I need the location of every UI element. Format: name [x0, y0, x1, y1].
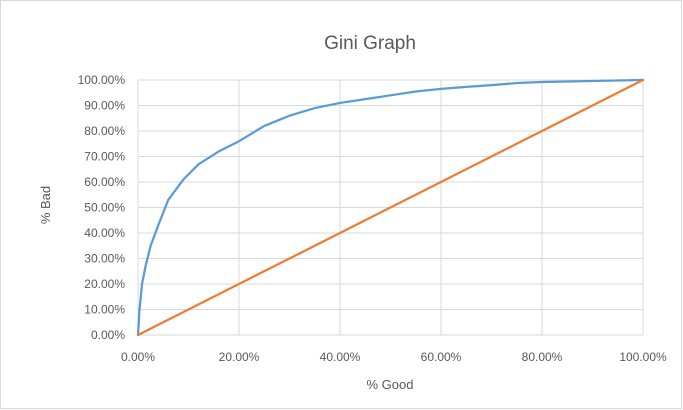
x-tick-label: 80.00%: [522, 350, 563, 364]
y-tick-label: 60.00%: [84, 175, 125, 189]
series-layer: [136, 78, 645, 337]
y-tick-label: 90.00%: [84, 99, 125, 113]
y-tick-label: 50.00%: [84, 201, 125, 215]
y-tick-label: 80.00%: [84, 124, 125, 138]
y-tick-label: 10.00%: [84, 303, 125, 317]
chart-title: Gini Graph: [324, 33, 416, 54]
x-tick-label: 20.00%: [219, 350, 260, 364]
x-axis-ticks: 0.00% 20.00% 40.00% 60.00% 80.00% 100.00%: [121, 350, 667, 364]
x-tick-label: 100.00%: [619, 350, 667, 364]
y-tick-label: 70.00%: [84, 150, 125, 164]
y-tick-label: 20.00%: [84, 277, 125, 291]
x-tick-label: 0.00%: [121, 350, 155, 364]
y-tick-label: 100.00%: [78, 73, 126, 87]
y-tick-label: 30.00%: [84, 252, 125, 266]
gini-curve-line: [136, 78, 645, 337]
x-tick-label: 40.00%: [320, 350, 361, 364]
y-tick-label: 40.00%: [84, 226, 125, 240]
gridlines: [137, 79, 644, 336]
y-axis-ticks: 0.00% 10.00% 20.00% 30.00% 40.00% 50.00% 60.00…: [78, 73, 126, 342]
x-tick-label: 60.00%: [421, 350, 462, 364]
x-axis-title: % Good: [367, 377, 414, 392]
diagonal-baseline-line: [136, 78, 645, 337]
y-axis-title: % Bad: [38, 186, 53, 224]
y-tick-label: 0.00%: [91, 328, 125, 342]
